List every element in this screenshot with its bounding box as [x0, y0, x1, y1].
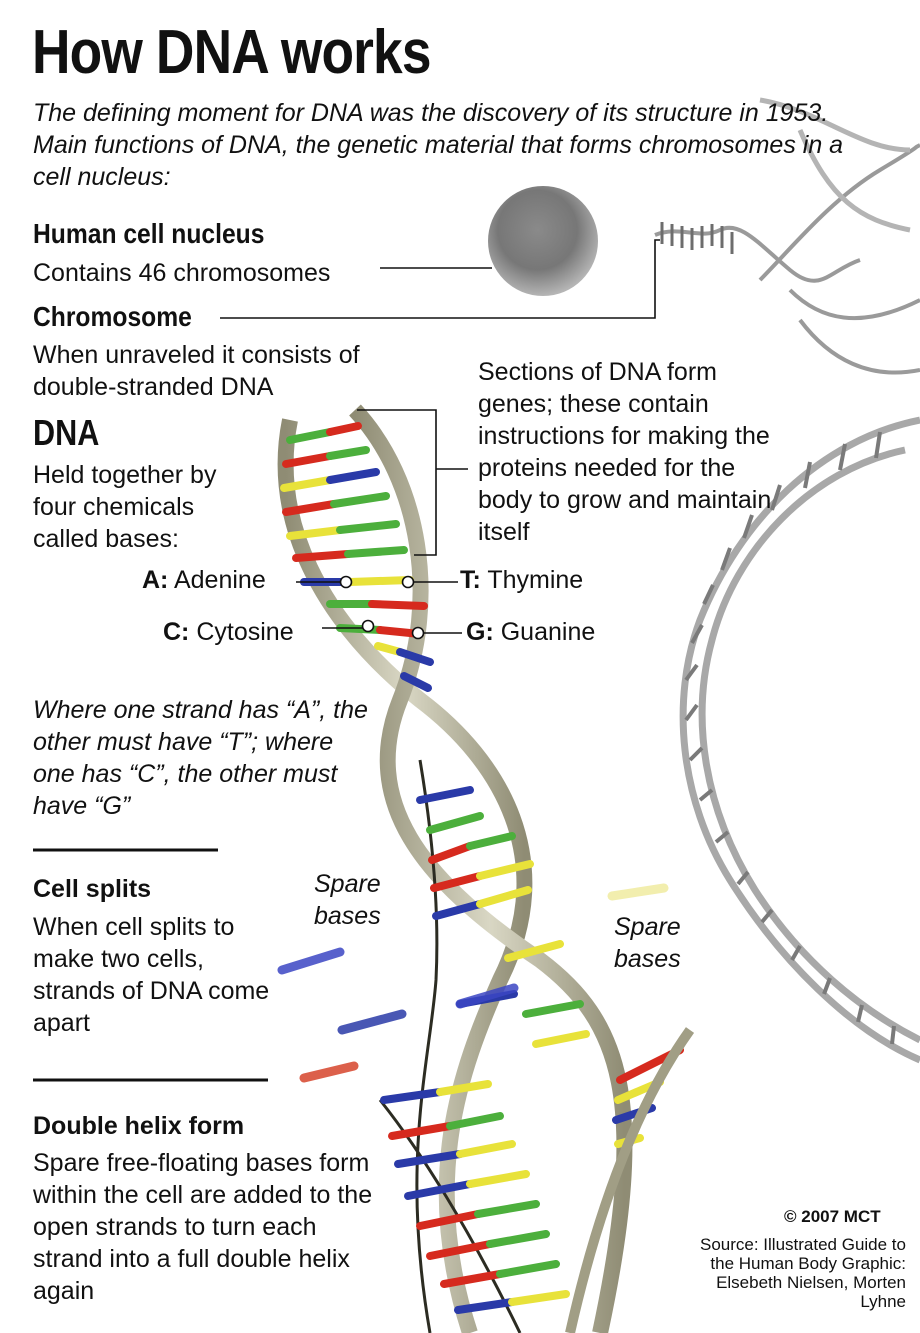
label-cytosine: C: Cytosine	[163, 618, 294, 646]
chromosome-heading: Chromosome	[33, 301, 192, 332]
dna-strands	[277, 404, 633, 1333]
leader-lines	[33, 239, 660, 1082]
chromosome-text: When unraveled it consists of double-str…	[33, 341, 360, 401]
intro-text: The defining moment for DNA was the disc…	[33, 99, 844, 191]
label-thymine: T: Thymine	[460, 566, 584, 594]
grey-helix-arc	[679, 416, 920, 1064]
pairing-note: Where one strand has “A”, the other must…	[33, 696, 368, 820]
cell-splits-text: When cell splits to make two cells, stra…	[33, 913, 270, 1037]
cell-nucleus-image	[488, 186, 598, 296]
spare-bases-label-left: Spare bases	[314, 870, 381, 930]
dna-heading: DNA	[33, 412, 100, 453]
label-adenine: A: Adenine	[142, 566, 266, 594]
page-title: How DNA works	[32, 18, 432, 87]
spare-floating-bases	[277, 883, 669, 1083]
cell-splits-heading: Cell splits	[33, 875, 152, 903]
double-helix-text: Spare free-floating bases form within th…	[33, 1149, 373, 1305]
source-credits: Source: Illustrated Guide to the Human B…	[699, 1235, 906, 1311]
double-helix-heading: Double helix form	[33, 1112, 245, 1140]
nucleus-text: Contains 46 chromosomes	[33, 259, 331, 287]
genes-note: Sections of DNA form genes; these contai…	[478, 358, 772, 546]
dna-text: Held together by four chemicals called b…	[33, 461, 217, 553]
spare-bases-label-right: Spare bases	[614, 913, 681, 973]
copyright: © 2007 MCT	[784, 1207, 881, 1226]
nucleus-heading: Human cell nucleus	[33, 218, 265, 249]
base-pairs	[280, 422, 684, 1314]
label-guanine: G: Guanine	[466, 618, 596, 646]
